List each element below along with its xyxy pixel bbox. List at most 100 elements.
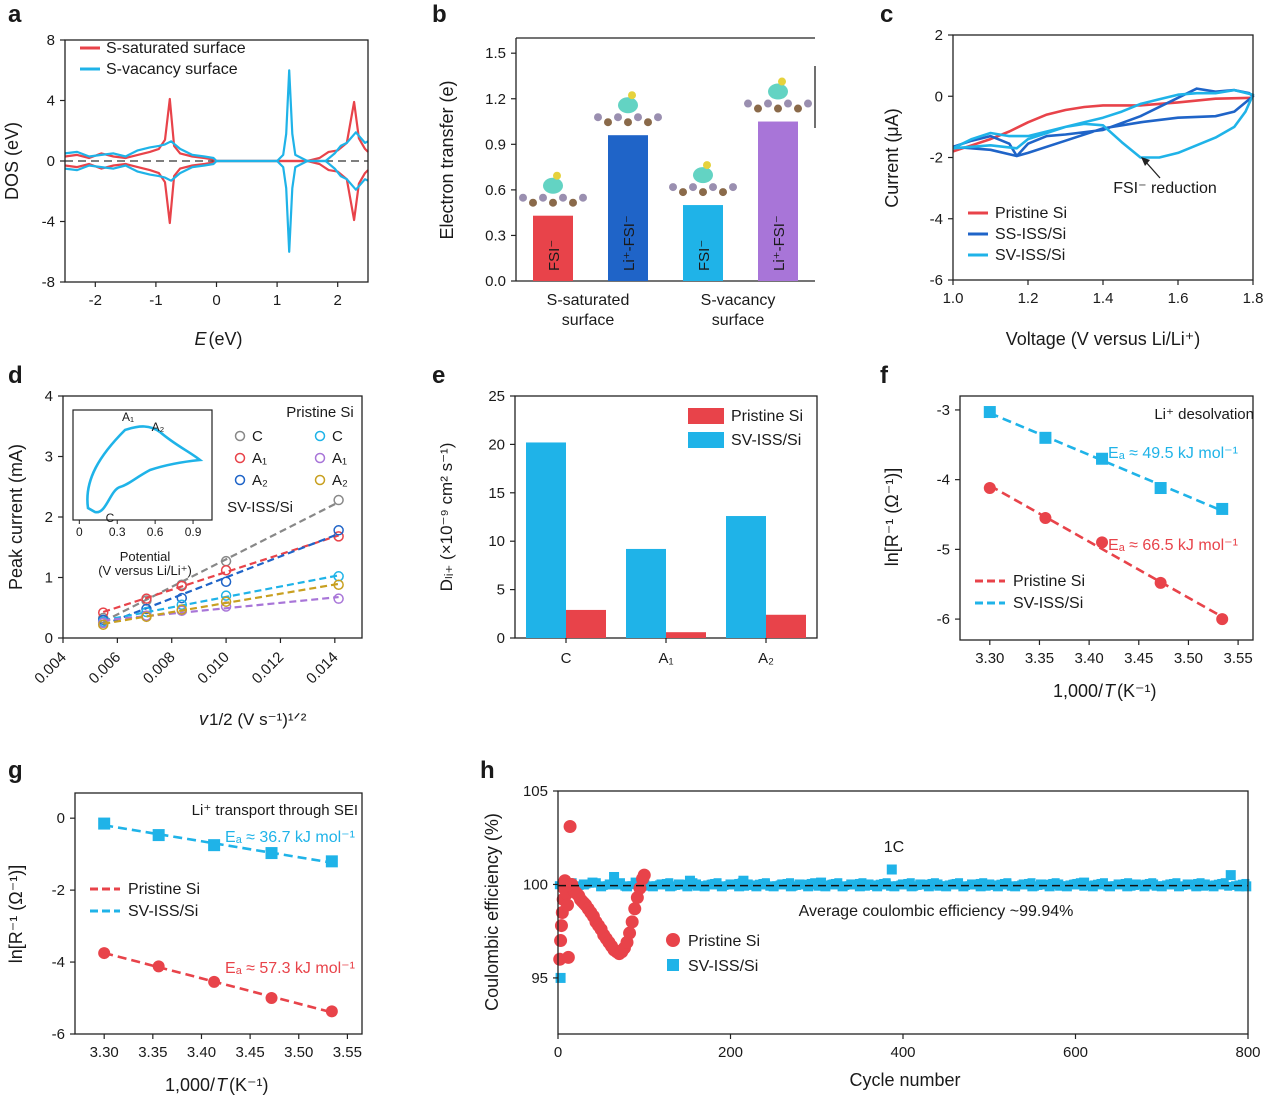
d-point	[176, 599, 188, 610]
d-xtick-label: 0.004	[31, 649, 70, 688]
a-series-up-0	[64, 97, 369, 163]
d-legend-title: Pristine Si	[286, 404, 354, 421]
g-frame	[74, 792, 363, 1035]
f-ytick-label: -4	[937, 472, 950, 489]
h-ylabel: Coulombic efficiency (%)	[482, 813, 502, 1011]
g-point	[152, 960, 165, 973]
d-inset-tick-label: 0.3	[109, 525, 126, 539]
g-ytick-label: -4	[52, 954, 65, 971]
g-point	[265, 847, 278, 860]
b-atom	[719, 188, 727, 197]
b-ytick-label: 0.3	[485, 227, 506, 244]
f-frame	[959, 395, 1254, 641]
h-legend-label: SV-ISS/Si	[688, 958, 758, 975]
e-legend-swatch	[688, 408, 724, 424]
panel-letter-d: d	[8, 362, 23, 389]
h-ytick-label: 95	[531, 970, 548, 987]
h-point-sv	[713, 878, 722, 887]
d-legend-marker	[234, 430, 246, 442]
d-xtick-label: 0.006	[86, 649, 125, 688]
f-xlabel-unit: (K⁻¹)	[1117, 681, 1157, 701]
b-bar-label: FSI⁻	[696, 240, 713, 271]
b-atom	[804, 99, 812, 108]
b-atom	[669, 183, 677, 192]
b-atom	[519, 193, 527, 202]
h-point-sv	[1148, 878, 1157, 887]
f-point	[1216, 502, 1229, 515]
panel-letter-c: c	[880, 1, 893, 28]
d-point	[141, 611, 152, 623]
h-xtick-label: 200	[718, 1044, 743, 1061]
d-legend-marker	[314, 452, 326, 464]
h-legend-label: Pristine Si	[688, 933, 760, 950]
c-series-0	[952, 96, 1254, 153]
c-series-2	[952, 88, 1255, 159]
h-average-text: Average coulombic efficiency ~99.94%	[799, 903, 1074, 920]
c-ytick-label: 0	[935, 88, 943, 105]
h-ytick-label: 105	[523, 783, 548, 800]
d-point	[176, 604, 188, 615]
g-xlabel: 1,000/	[165, 1075, 215, 1095]
b-atom	[559, 193, 567, 202]
c-xlabel: Voltage (V versus Li/Li⁺)	[1006, 329, 1201, 349]
h-point-sv	[1051, 878, 1060, 887]
b-atom	[604, 118, 612, 127]
h-point-sv	[1124, 878, 1133, 887]
h-xtick-label: 600	[1063, 1044, 1088, 1061]
a-series-down-0	[64, 159, 369, 225]
h-point-sv	[1196, 878, 1205, 887]
a-xtick-label: -2	[89, 292, 102, 309]
a-xtick-label: 0	[212, 292, 220, 309]
b-ytick-label: 1.5	[485, 45, 506, 62]
h-point-pristine	[554, 934, 568, 948]
g-xtick-label: 3.50	[284, 1044, 313, 1061]
d-xtick-label: 0.012	[249, 649, 288, 688]
d-point	[333, 494, 344, 506]
g-ylabel: ln[R⁻¹ (Ω⁻¹)]	[6, 865, 26, 963]
d-ytick-label: 3	[45, 449, 53, 466]
d-point	[97, 619, 109, 630]
d-ytick-label: 4	[45, 388, 53, 405]
h-point-pristine	[561, 950, 575, 964]
d-xtick-label: 0.008	[140, 649, 179, 688]
b-atom	[744, 99, 752, 108]
c-ytick-label: -6	[930, 272, 943, 289]
e-bar-pristine	[666, 632, 706, 638]
g-ytick-label: 0	[57, 810, 65, 827]
e-bar-pristine	[766, 614, 806, 638]
b-charge-cloud	[768, 83, 788, 100]
b-bar-label: FSI⁻	[546, 240, 563, 271]
h-point-sv	[886, 864, 897, 875]
c-xtick-label: 1.6	[1168, 290, 1189, 307]
b-group-label: surface	[712, 312, 765, 329]
b-atom	[549, 198, 557, 207]
c-ytick-label: -2	[930, 150, 943, 167]
d-legend-label: A₂	[332, 472, 348, 489]
b-charge-cloud	[618, 97, 638, 114]
e-legend-label: Pristine Si	[731, 408, 803, 425]
c-xtick-label: 1.2	[1018, 290, 1039, 307]
f-point	[1039, 431, 1052, 444]
e-bar-sv	[626, 548, 666, 638]
h-point-pristine	[563, 820, 577, 834]
c-xtick-label: 1.4	[1093, 290, 1114, 307]
b-atom	[634, 113, 642, 122]
c-legend-label: Pristine Si	[995, 205, 1067, 222]
h-point-sv	[1225, 870, 1236, 881]
b-atom	[644, 118, 652, 127]
f-title: Li⁺ desolvation	[1154, 406, 1254, 423]
c-legend-label: SV-ISS/Si	[995, 247, 1065, 264]
b-bar	[533, 215, 573, 281]
b-atom	[784, 99, 792, 108]
g-ytick-label: -2	[52, 882, 65, 899]
panel-letter-a: a	[8, 1, 22, 28]
g-xtick-label: 3.30	[90, 1044, 119, 1061]
g-point	[325, 1005, 338, 1018]
d-inset-tick-label: 0	[76, 525, 83, 539]
f-point	[983, 406, 996, 419]
c-frame	[952, 34, 1254, 281]
b-ytick-label: 1.2	[485, 91, 506, 108]
b-atom	[553, 171, 561, 180]
d-point	[333, 579, 344, 591]
